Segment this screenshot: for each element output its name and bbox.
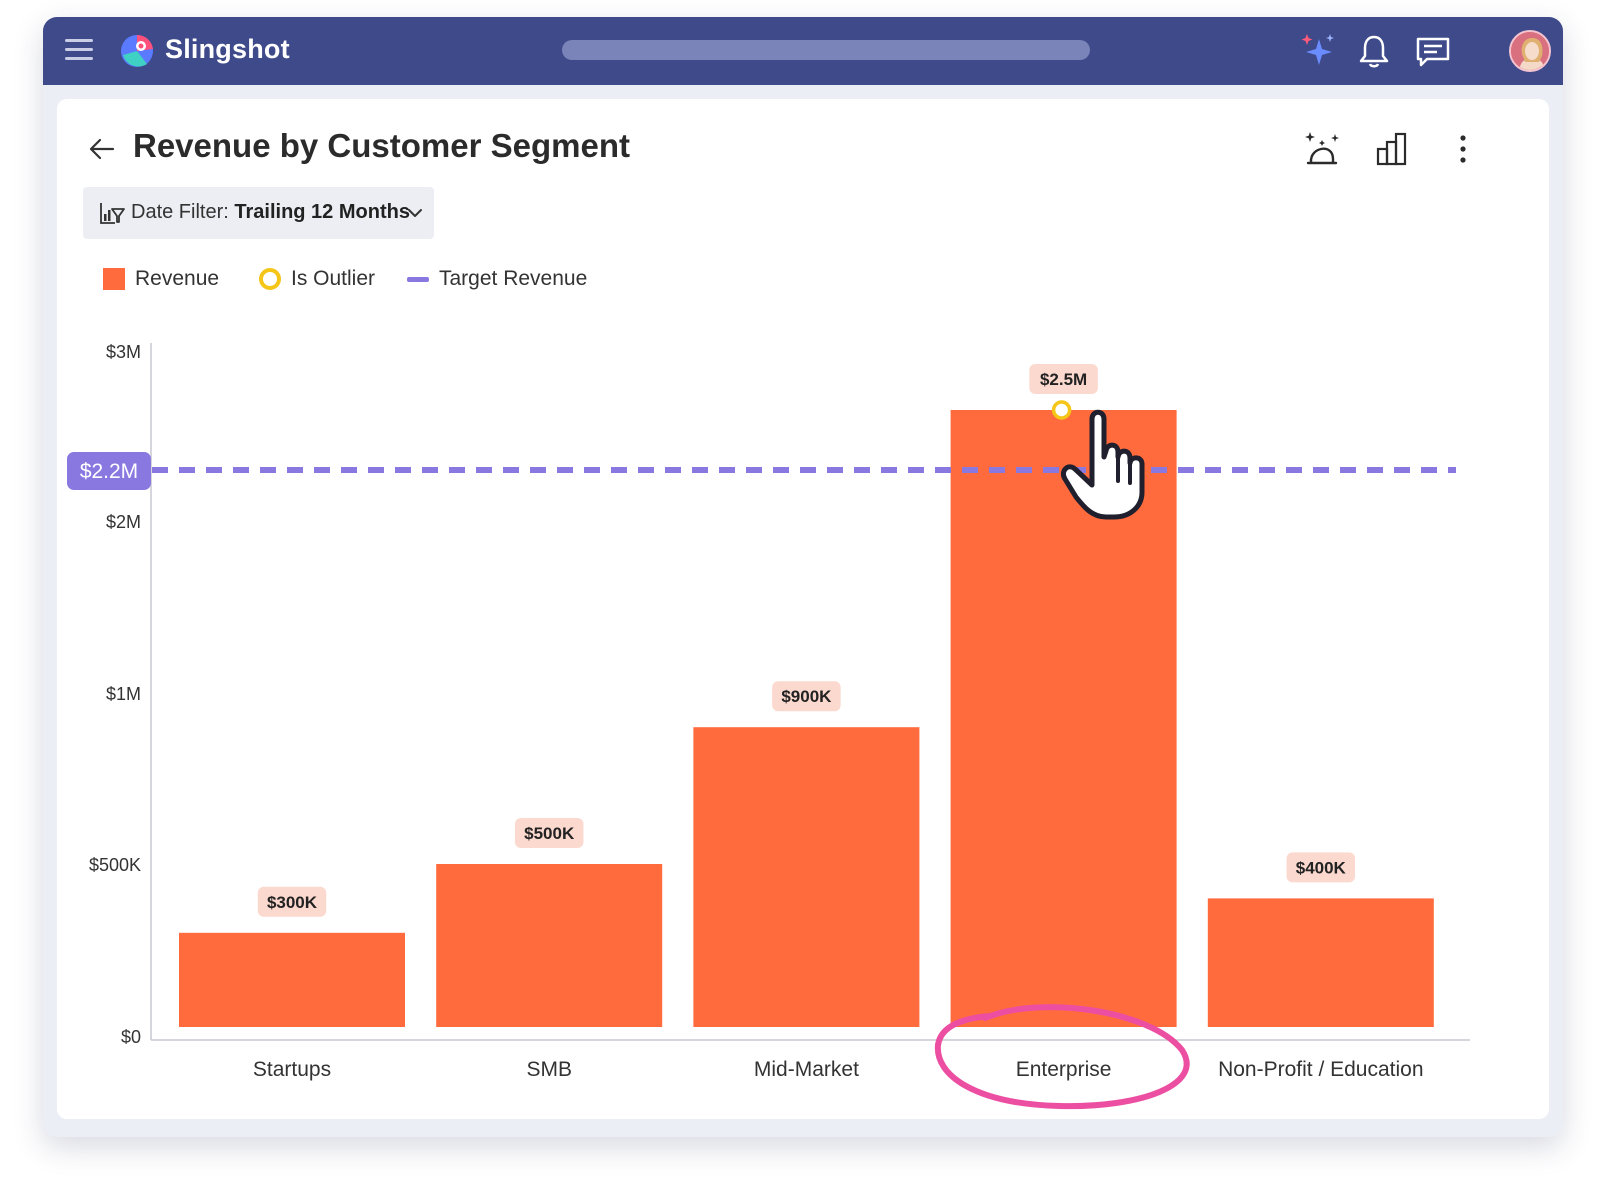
y-tick-label: $2M	[106, 512, 141, 532]
chat-icon[interactable]	[1413, 31, 1453, 71]
bar-startups[interactable]	[179, 932, 405, 1027]
y-tick-label: $500K	[89, 855, 141, 875]
y-tick-label: $1M	[106, 684, 141, 704]
bar-mid-market[interactable]	[693, 727, 920, 1027]
legend-swatch-revenue	[103, 268, 125, 290]
search-bar[interactable]	[562, 40, 1090, 60]
x-category-label[interactable]: SMB	[526, 1058, 572, 1081]
data-label-pill	[772, 681, 841, 712]
bar-enterprise[interactable]	[950, 410, 1177, 1027]
outlier-marker[interactable]	[1051, 400, 1072, 420]
legend-item-target[interactable]: Target Revenue	[407, 267, 587, 291]
target-label-pill	[67, 452, 151, 490]
legend-item-revenue[interactable]: Revenue	[103, 267, 219, 291]
bar-non-profit-education[interactable]	[1207, 898, 1434, 1027]
date-filter-dropdown[interactable]: Date Filter: Trailing 12 Months	[83, 187, 434, 239]
x-category-label[interactable]: Non-Profit / Education	[1218, 1058, 1423, 1081]
data-label: $400K	[1296, 858, 1347, 877]
target-label: $2.2M	[80, 460, 138, 483]
data-label: $500K	[524, 824, 575, 843]
data-label: $900K	[781, 687, 832, 706]
data-label-pill	[514, 818, 584, 848]
top-bar: Slingshot	[43, 17, 1563, 85]
filter-icon	[100, 203, 125, 224]
data-label-pill	[1286, 852, 1356, 883]
data-label-pill	[1029, 364, 1098, 394]
avatar-portrait-icon	[1511, 32, 1549, 70]
data-label: $2.5M	[1040, 370, 1087, 389]
date-filter-label: Date Filter:	[131, 201, 229, 223]
bell-icon[interactable]	[1354, 31, 1394, 71]
legend-swatch-target	[407, 276, 429, 282]
bar-smb[interactable]	[436, 864, 663, 1027]
legend-label-outlier: Is Outlier	[291, 267, 376, 290]
legend-label-revenue: Revenue	[135, 267, 220, 290]
date-filter-text: Date Filter: Trailing 12 Months	[131, 201, 410, 224]
page-title: Revenue by Customer Segment	[133, 127, 630, 164]
legend-swatch-outlier	[259, 268, 281, 290]
ai-sparkle-icon[interactable]	[1297, 31, 1337, 71]
x-category-label[interactable]: Enterprise	[1016, 1058, 1112, 1081]
legend-label-target: Target Revenue	[439, 267, 588, 290]
data-label: $300K	[267, 893, 318, 912]
legend-item-outlier[interactable]: Is Outlier	[259, 267, 375, 291]
menu-icon[interactable]	[65, 39, 93, 63]
ai-insights-icon[interactable]	[1302, 129, 1342, 169]
x-category-label[interactable]: Startups	[253, 1058, 331, 1081]
brand-name: Slingshot	[165, 34, 290, 64]
slingshot-logo-icon	[121, 34, 153, 67]
back-arrow-icon[interactable]	[87, 134, 117, 164]
data-label-pill	[257, 886, 327, 917]
avatar[interactable]	[1509, 30, 1551, 72]
highlight-circle	[934, 1004, 1190, 1110]
pointer-hand-icon	[1060, 409, 1145, 520]
chart-type-icon[interactable]	[1373, 129, 1413, 169]
y-tick-label: $3M	[106, 342, 141, 362]
more-options-icon[interactable]	[1443, 129, 1483, 169]
date-filter-value: Trailing 12 Months	[234, 201, 410, 223]
chevron-down-icon	[408, 209, 422, 217]
y-tick-label: $0	[121, 1027, 141, 1047]
x-category-label[interactable]: Mid-Market	[754, 1058, 859, 1081]
